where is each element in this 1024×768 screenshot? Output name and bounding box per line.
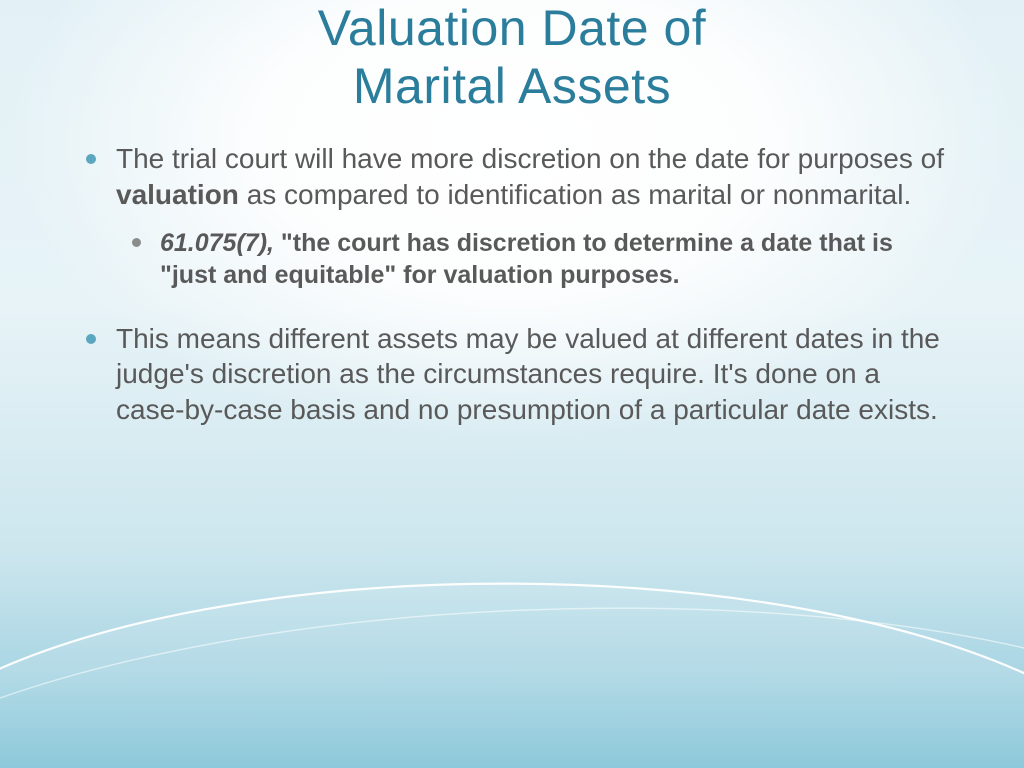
sub-bullet-list: 61.075(7), "the court has discretion to … <box>126 227 954 291</box>
bullet-2-text: This means different assets may be value… <box>116 323 940 426</box>
bullet-1: The trial court will have more discretio… <box>80 141 954 291</box>
bullet-1-text-post: as compared to identification as marital… <box>239 179 911 210</box>
title-line-2: Marital Assets <box>353 58 671 114</box>
bullet-1-text-pre: The trial court will have more discretio… <box>116 143 944 174</box>
bullet-1-bold: valuation <box>116 179 239 210</box>
statute-citation: 61.075(7), <box>160 229 281 257</box>
bullet-list: The trial court will have more discretio… <box>80 141 954 428</box>
title-line-1: Valuation Date of <box>318 0 706 56</box>
slide-title: Valuation Date of Marital Assets <box>70 0 954 115</box>
slide-content: Valuation Date of Marital Assets The tri… <box>0 0 1024 428</box>
sub-bullet-1: 61.075(7), "the court has discretion to … <box>126 227 954 291</box>
bullet-2: This means different assets may be value… <box>80 321 954 428</box>
